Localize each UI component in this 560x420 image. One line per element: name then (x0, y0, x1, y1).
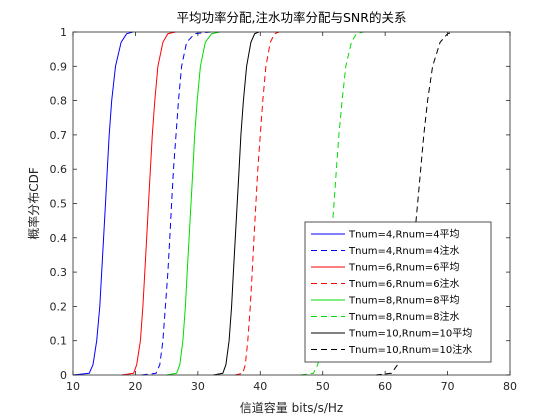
y-tick-label: 0.3 (50, 266, 68, 279)
legend: Tnum=4,Rnum=4平均 Tnum=4,Rnum=4注水 Tnum=6,Rnu… (304, 221, 492, 363)
x-tick-label: 40 (253, 380, 267, 393)
y-tick-label: 0.2 (50, 300, 68, 313)
y-tick-label: 1 (60, 26, 67, 39)
plot-area (72, 31, 510, 376)
legend-label-2: Tnum=4,Rnum=4注水 (348, 244, 460, 257)
x-tick-label: 70 (441, 380, 455, 393)
x-tick-label: 10 (66, 380, 80, 393)
x-axis-title: 信道容量 bits/s/Hz (240, 400, 343, 415)
axes: 10 20 30 40 50 60 70 80 0 0.1 0.2 0.3 0.4 0.5 0.6 0.7 0.… (50, 26, 518, 393)
y-axis-title: 概率分布CDF (26, 167, 41, 240)
y-tick-label: 0.9 (50, 60, 68, 73)
series-line-1 (72, 31, 134, 376)
y-tick-label: 0.5 (50, 198, 68, 211)
legend-box (304, 221, 492, 363)
y-tick-label: 0.4 (50, 232, 68, 245)
series-line-3 (121, 31, 176, 376)
legend-label-1: Tnum=4,Rnum=4平均 (348, 229, 460, 241)
y-tick-label: 0.8 (50, 95, 68, 108)
legend-label-3: Tnum=6,Rnum=6平均 (348, 262, 460, 274)
legend-label-7: Tnum=10,Rnum=10平均 (348, 328, 472, 340)
series-line-2 (141, 31, 211, 376)
series-line-5 (166, 31, 220, 376)
legend-label-5: Tnum=8,Rnum=8平均 (348, 295, 460, 307)
y-tick-label: 0.7 (50, 129, 68, 142)
series-line-4 (235, 31, 280, 376)
x-tick-label: 60 (378, 380, 392, 393)
chart-title: 平均功率分配,注水功率分配与SNR的关系 (177, 10, 407, 25)
legend-label-8: Tnum=10,Rnum=10注水 (348, 343, 472, 356)
legend-label-6: Tnum=8,Rnum=8注水 (348, 310, 460, 323)
y-tick-label: 0.6 (50, 163, 68, 176)
x-tick-label: 20 (128, 380, 142, 393)
y-tick-label: 0 (60, 369, 67, 382)
y-tick-label: 0.1 (50, 335, 68, 348)
x-tick-label: 30 (191, 380, 205, 393)
legend-label-4: Tnum=6,Rnum=6注水 (348, 277, 460, 290)
x-tick-label: 80 (503, 380, 517, 393)
x-tick-label: 50 (316, 380, 330, 393)
series-line-7 (213, 31, 260, 376)
